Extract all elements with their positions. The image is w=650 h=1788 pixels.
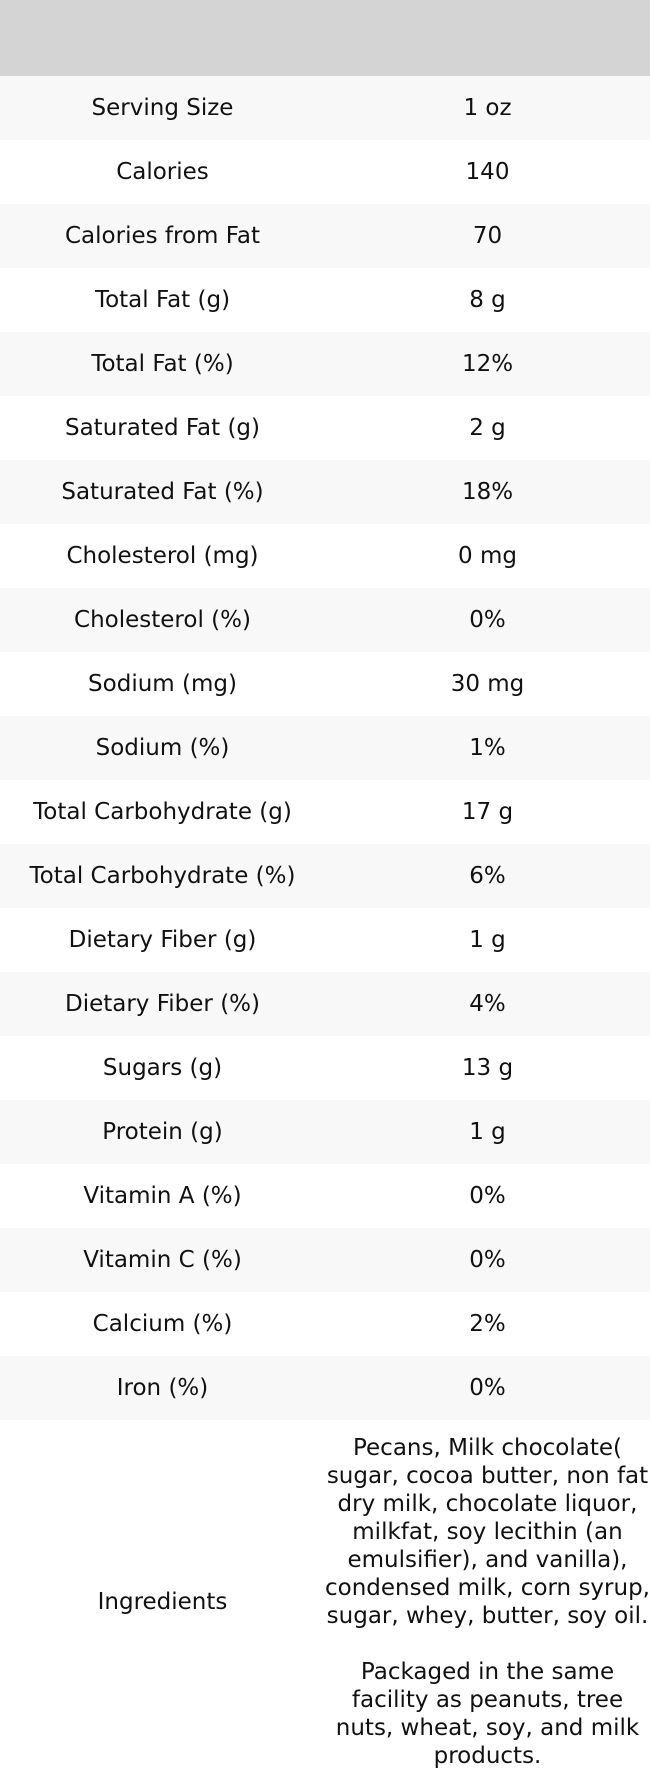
nutrient-label: Iron (%) <box>116 1375 209 1401</box>
nutrient-value: 0% <box>469 1375 506 1401</box>
table-row: Saturated Fat (%) 18% <box>0 460 650 524</box>
nutrient-label: Calories from Fat <box>65 223 260 249</box>
nutrient-value: 0 mg <box>458 543 517 569</box>
table-row: Dietary Fiber (g) 1 g <box>0 908 650 972</box>
table-row: Sodium (%) 1% <box>0 716 650 780</box>
nutrient-value: 4% <box>469 991 506 1017</box>
nutrient-label: Protein (g) <box>102 1119 223 1145</box>
ingredients-label: Ingredients <box>97 1589 228 1615</box>
table-row: Total Fat (%) 12% <box>0 332 650 396</box>
nutrient-label: Total Carbohydrate (g) <box>33 799 292 825</box>
table-row: Dietary Fiber (%) 4% <box>0 972 650 1036</box>
nutrient-label: Sodium (%) <box>95 735 230 761</box>
nutrient-value: 0% <box>469 607 506 633</box>
table-row: Cholesterol (%) 0% <box>0 588 650 652</box>
nutrient-value: 30 mg <box>450 671 525 697</box>
table-row: Saturated Fat (g) 2 g <box>0 396 650 460</box>
nutrient-label: Total Fat (%) <box>91 351 234 377</box>
nutrient-label: Dietary Fiber (g) <box>68 927 257 953</box>
nutrient-value: 1 g <box>469 1119 506 1145</box>
ingredients-row: Ingredients Pecans, Milk chocolate( suga… <box>0 1420 650 1784</box>
table-row: Calories 140 <box>0 140 650 204</box>
nutrient-value: 17 g <box>461 799 514 825</box>
nutrient-value: 18% <box>461 479 514 505</box>
nutrient-label: Sugars (g) <box>102 1055 223 1081</box>
nutrient-value: 8 g <box>469 287 506 313</box>
nutrient-value: 140 <box>465 159 510 185</box>
table-row: Total Carbohydrate (g) 17 g <box>0 780 650 844</box>
nutrient-label: Vitamin C (%) <box>83 1247 242 1273</box>
nutrition-table: Serving Size 1 oz Calories 140 Calories from… <box>0 76 650 1420</box>
nutrient-value: 2 g <box>469 415 506 441</box>
nutrient-value: 70 <box>472 223 503 249</box>
nutrient-label: Dietary Fiber (%) <box>64 991 260 1017</box>
nutrient-label: Total Fat (g) <box>94 287 231 313</box>
nutrient-value: 1 g <box>469 927 506 953</box>
ingredients-value: Pecans, Milk chocolate( sugar, cocoa but… <box>325 1435 650 1769</box>
nutrient-label: Saturated Fat (%) <box>61 479 264 505</box>
table-header <box>0 0 650 76</box>
nutrient-value: 12% <box>461 351 514 377</box>
table-row: Protein (g) 1 g <box>0 1100 650 1164</box>
nutrient-label: Sodium (mg) <box>88 671 237 697</box>
table-row: Vitamin A (%) 0% <box>0 1164 650 1228</box>
nutrient-value: 1% <box>469 735 506 761</box>
table-row: Vitamin C (%) 0% <box>0 1228 650 1292</box>
table-row: Total Carbohydrate (%) 6% <box>0 844 650 908</box>
nutrient-value: 0% <box>469 1183 506 1209</box>
nutrient-value: 1 oz <box>463 95 512 121</box>
nutrient-value: 13 g <box>461 1055 514 1081</box>
nutrient-label: Calories <box>116 159 209 185</box>
nutrient-label: Cholesterol (%) <box>74 607 251 633</box>
table-row: Calories from Fat 70 <box>0 204 650 268</box>
nutrient-label: Saturated Fat (g) <box>64 415 260 441</box>
table-row: Sugars (g) 13 g <box>0 1036 650 1100</box>
nutrient-label: Serving Size <box>91 95 234 121</box>
nutrient-value: 0% <box>469 1247 506 1273</box>
nutrient-label: Cholesterol (mg) <box>66 543 259 569</box>
nutrient-value: 2% <box>469 1311 506 1337</box>
table-row: Serving Size 1 oz <box>0 76 650 140</box>
nutrient-label: Total Carbohydrate (%) <box>29 863 296 889</box>
table-row: Iron (%) 0% <box>0 1356 650 1420</box>
table-row: Total Fat (g) 8 g <box>0 268 650 332</box>
nutrient-label: Vitamin A (%) <box>83 1183 242 1209</box>
nutrient-value: 6% <box>469 863 506 889</box>
table-row: Cholesterol (mg) 0 mg <box>0 524 650 588</box>
table-row: Calcium (%) 2% <box>0 1292 650 1356</box>
table-row: Sodium (mg) 30 mg <box>0 652 650 716</box>
nutrient-label: Calcium (%) <box>92 1311 233 1337</box>
